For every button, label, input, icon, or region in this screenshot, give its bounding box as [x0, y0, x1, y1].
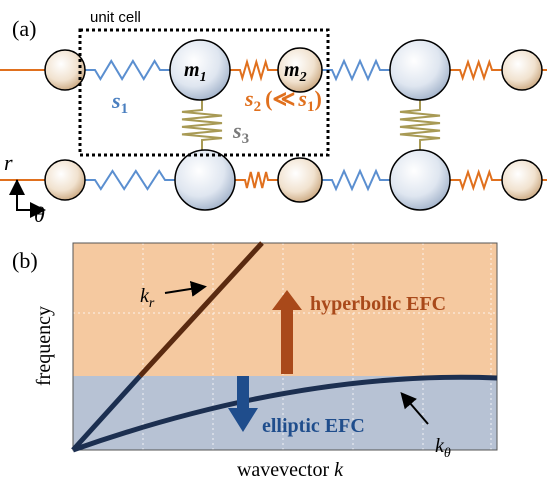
spring [450, 172, 502, 188]
region-label: elliptic EFC [262, 415, 365, 437]
spring [450, 62, 502, 78]
spring [400, 100, 440, 150]
mass [175, 150, 235, 210]
unit-cell-label: unit cell [90, 9, 141, 26]
spring [182, 100, 222, 150]
spring [322, 61, 390, 79]
y-axis-label: frequency [33, 306, 55, 386]
spring-label: s1 [111, 88, 128, 117]
figure: (a) unit cell m1 m2 s1 s2(≪s1) s3 r θ (b… [0, 0, 547, 485]
spring [322, 171, 390, 189]
mass [502, 160, 542, 200]
mass [45, 160, 85, 200]
spring [235, 172, 278, 188]
spring [230, 62, 278, 78]
mass [502, 50, 542, 90]
spring-label: s3 [232, 118, 249, 147]
mass [390, 150, 450, 210]
lower-region [73, 376, 497, 450]
spring [85, 61, 170, 79]
axis-label: θ [34, 202, 45, 227]
panel-label: (a) [12, 16, 36, 41]
mass [390, 40, 450, 100]
mass [278, 158, 322, 202]
spring [85, 171, 175, 189]
region-label: hyperbolic EFC [310, 293, 446, 315]
panel-label: (b) [12, 248, 38, 273]
axis-label: r [4, 150, 13, 175]
